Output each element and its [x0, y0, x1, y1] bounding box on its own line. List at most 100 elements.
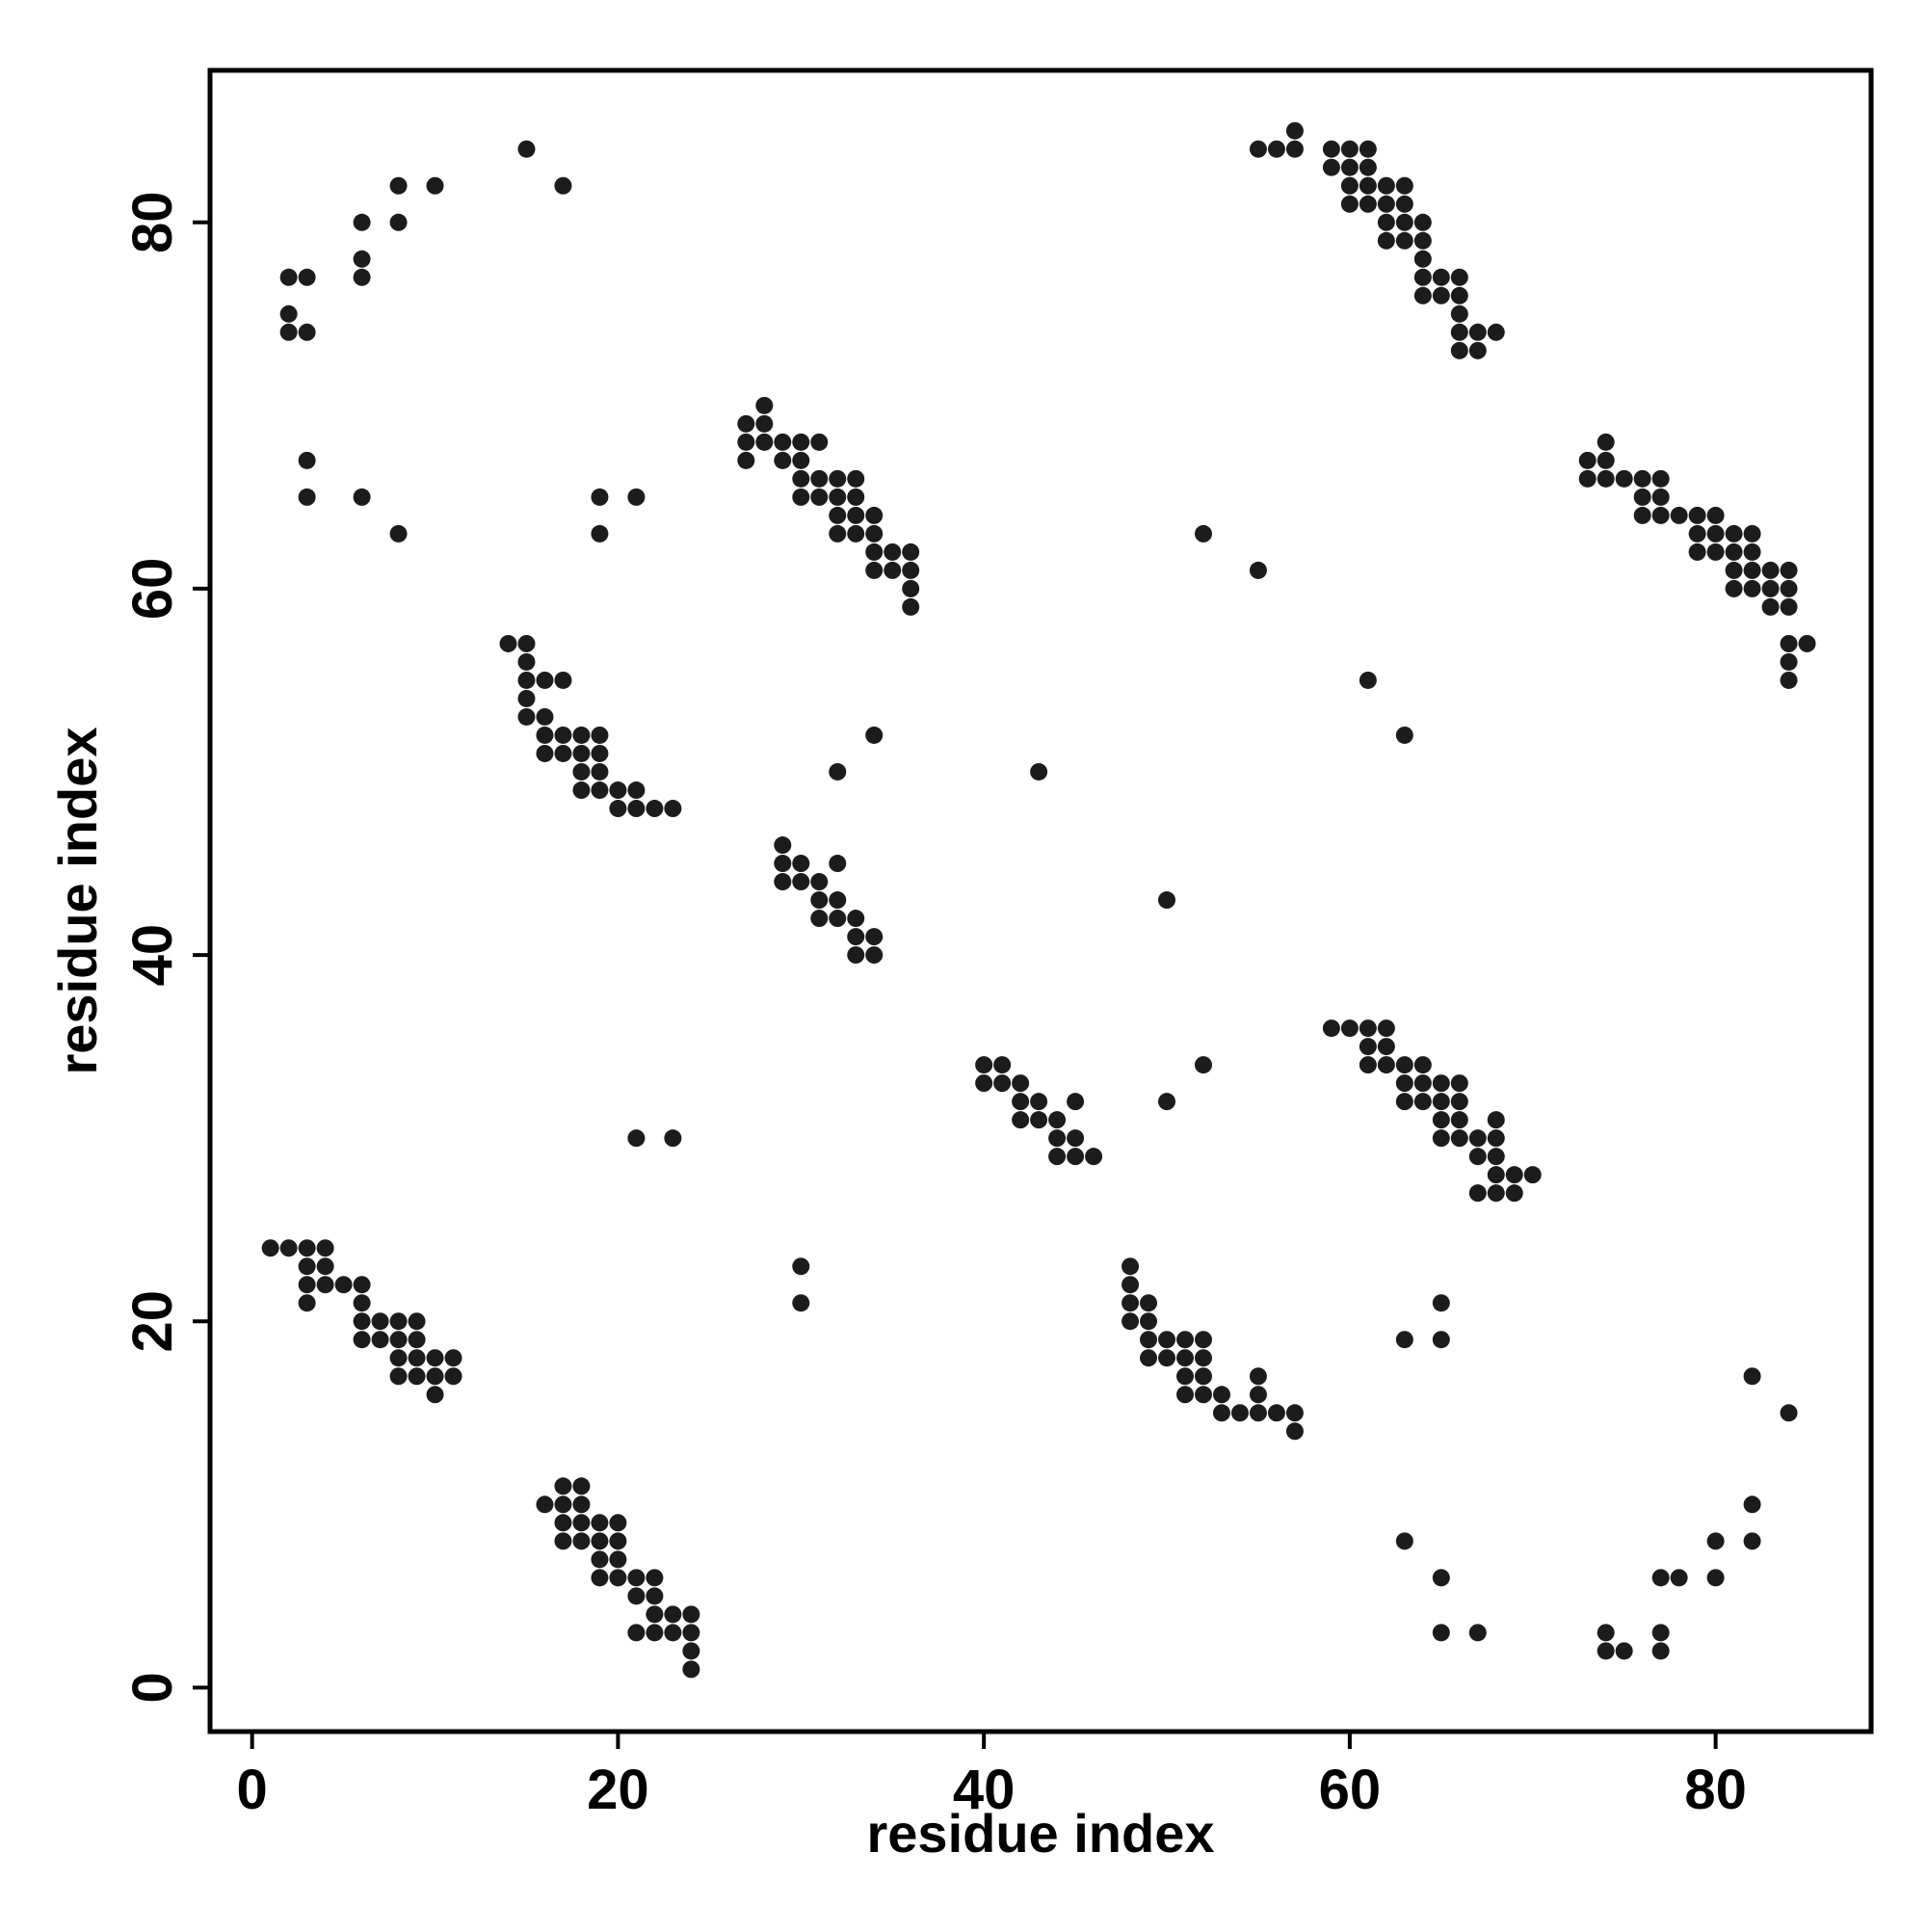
- point: [1651, 1624, 1670, 1642]
- point: [572, 1477, 591, 1495]
- point: [1395, 231, 1413, 250]
- point: [1140, 1294, 1158, 1312]
- point: [1670, 506, 1688, 524]
- point: [517, 707, 536, 726]
- point: [1322, 140, 1340, 158]
- point: [1067, 1148, 1085, 1166]
- point: [1122, 1276, 1140, 1294]
- point: [1377, 1038, 1395, 1056]
- point: [884, 543, 902, 561]
- point: [847, 910, 865, 928]
- point: [1432, 1111, 1450, 1129]
- point: [829, 762, 847, 781]
- point: [902, 579, 920, 597]
- point: [1761, 561, 1780, 579]
- point: [1780, 671, 1798, 689]
- point: [810, 469, 829, 488]
- point: [261, 1239, 279, 1257]
- point: [1122, 1294, 1140, 1312]
- point: [572, 726, 591, 744]
- point: [682, 1605, 700, 1624]
- point: [353, 1294, 371, 1312]
- point: [627, 488, 646, 506]
- point: [627, 781, 646, 800]
- point: [389, 176, 408, 195]
- point: [865, 946, 884, 965]
- point: [1249, 1367, 1267, 1386]
- point: [1249, 140, 1267, 158]
- point: [1377, 231, 1395, 250]
- point: [389, 1367, 408, 1386]
- point: [792, 855, 810, 873]
- point: [1651, 1642, 1670, 1660]
- point: [426, 1349, 444, 1367]
- point: [1706, 506, 1725, 524]
- point: [682, 1624, 700, 1642]
- point: [591, 1532, 609, 1550]
- point: [774, 836, 792, 855]
- point: [1432, 1129, 1450, 1148]
- point: [1359, 1056, 1377, 1074]
- point: [1450, 286, 1468, 304]
- point: [1688, 543, 1706, 561]
- point: [1651, 469, 1670, 488]
- point: [1395, 1056, 1413, 1074]
- point: [1432, 1331, 1450, 1349]
- point: [1432, 268, 1450, 286]
- point: [1395, 1331, 1413, 1349]
- point: [1158, 891, 1176, 910]
- point: [1450, 304, 1468, 323]
- point: [1432, 1624, 1450, 1642]
- point: [279, 323, 298, 341]
- point: [408, 1367, 426, 1386]
- point: [554, 1495, 572, 1514]
- point: [1688, 506, 1706, 524]
- point: [884, 561, 902, 579]
- point: [298, 1239, 316, 1257]
- point: [1359, 176, 1377, 195]
- point: [554, 726, 572, 744]
- y-tick-label: 40: [121, 924, 184, 987]
- point: [298, 268, 316, 286]
- point: [847, 488, 865, 506]
- point: [1780, 579, 1798, 597]
- point: [1285, 1422, 1304, 1441]
- point: [847, 506, 865, 524]
- point: [1175, 1349, 1194, 1367]
- point: [1468, 323, 1487, 341]
- point: [1395, 1074, 1413, 1093]
- point: [1432, 286, 1450, 304]
- point: [408, 1312, 426, 1331]
- point: [298, 1276, 316, 1294]
- point: [1158, 1093, 1176, 1111]
- point: [1633, 469, 1651, 488]
- point: [1395, 213, 1413, 231]
- point: [572, 1532, 591, 1550]
- point: [627, 1129, 646, 1148]
- point: [810, 910, 829, 928]
- point: [829, 488, 847, 506]
- point: [1359, 671, 1377, 689]
- point: [1340, 158, 1359, 176]
- point: [426, 1386, 444, 1404]
- point: [1012, 1093, 1030, 1111]
- point: [829, 910, 847, 928]
- point: [316, 1239, 334, 1257]
- point: [1615, 469, 1633, 488]
- point: [1725, 543, 1743, 561]
- point: [1067, 1093, 1085, 1111]
- point: [737, 451, 755, 469]
- point: [1267, 140, 1285, 158]
- point: [1322, 158, 1340, 176]
- point: [865, 928, 884, 946]
- point: [902, 597, 920, 616]
- point: [1285, 121, 1304, 140]
- point: [1743, 543, 1761, 561]
- point: [1359, 140, 1377, 158]
- point: [1761, 597, 1780, 616]
- point: [664, 1129, 682, 1148]
- point: [1413, 231, 1432, 250]
- point: [353, 250, 371, 268]
- point: [1230, 1404, 1249, 1422]
